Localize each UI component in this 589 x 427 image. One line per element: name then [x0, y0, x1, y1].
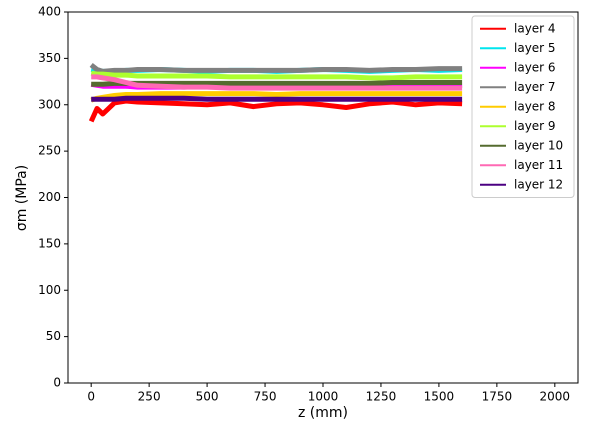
legend-label: layer 6 [514, 60, 556, 74]
y-tick-label: 150 [38, 236, 61, 250]
y-tick-label: 400 [38, 5, 61, 19]
y-tick-label: 250 [38, 144, 61, 158]
series-line [90, 91, 463, 103]
series-line [88, 98, 463, 123]
series-line [91, 80, 463, 87]
legend-label: layer 5 [514, 41, 556, 55]
legend-label: layer 11 [514, 158, 563, 172]
x-tick-label: 1250 [366, 390, 397, 404]
legend-label: layer 4 [514, 21, 556, 35]
y-axis-label: σm (MPa) [14, 165, 30, 231]
legend-label: layer 10 [514, 138, 563, 152]
series-line [91, 95, 463, 102]
x-tick-label: 0 [87, 390, 95, 404]
x-tick-label: 1750 [482, 390, 513, 404]
x-tick-label: 1500 [424, 390, 455, 404]
legend-label: layer 12 [514, 177, 563, 191]
legend-label: layer 8 [514, 99, 556, 113]
x-tick-label: 1000 [308, 390, 339, 404]
y-tick-label: 0 [53, 376, 61, 390]
legend-box [471, 15, 575, 198]
x-tick-label: 750 [254, 390, 277, 404]
x-tick-label: 500 [196, 390, 219, 404]
legend-label: layer 9 [514, 119, 556, 133]
y-tick-label: 200 [38, 190, 61, 204]
x-tick-label: 2000 [540, 390, 571, 404]
plot-frame [67, 11, 579, 384]
x-tick-label: 250 [138, 390, 161, 404]
series-line [91, 74, 463, 91]
y-tick-label: 350 [38, 51, 61, 65]
series-line [90, 70, 463, 81]
series-line [89, 62, 463, 74]
x-axis-label: z (mm) [298, 405, 348, 421]
y-tick-label: 50 [46, 329, 61, 343]
y-tick-label: 100 [38, 283, 61, 297]
y-tick-label: 300 [38, 97, 61, 111]
legend-label: layer 7 [514, 80, 556, 94]
